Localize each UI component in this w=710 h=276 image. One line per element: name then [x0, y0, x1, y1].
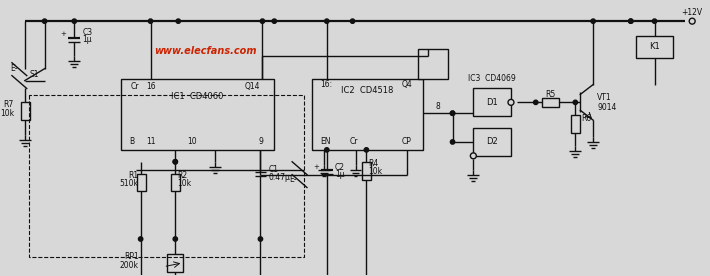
Text: +: + [313, 164, 319, 170]
Text: S1: S1 [30, 70, 40, 79]
Text: www.elecfans.com: www.elecfans.com [154, 46, 256, 56]
Text: 10k: 10k [178, 179, 192, 188]
Text: B: B [129, 137, 134, 147]
Circle shape [450, 111, 454, 115]
Circle shape [470, 153, 476, 159]
Text: +: + [60, 31, 66, 37]
Circle shape [72, 19, 77, 23]
Circle shape [43, 19, 47, 23]
Bar [418, 49, 447, 79]
Circle shape [628, 19, 633, 23]
Circle shape [350, 19, 355, 23]
Text: R5: R5 [545, 90, 556, 99]
Text: 16: 16 [146, 82, 155, 91]
Text: R2: R2 [178, 171, 187, 180]
Text: RP1: RP1 [124, 252, 138, 261]
Bar [474, 128, 511, 156]
Bar [542, 98, 559, 107]
Text: R4: R4 [368, 159, 378, 168]
Text: 10: 10 [187, 137, 197, 147]
Circle shape [173, 237, 178, 241]
Text: IC3  CD4069: IC3 CD4069 [469, 74, 516, 83]
Circle shape [628, 19, 633, 23]
Circle shape [261, 19, 265, 23]
Bar [168, 254, 183, 272]
Circle shape [591, 19, 596, 23]
Circle shape [176, 19, 180, 23]
Bar [171, 174, 180, 192]
Circle shape [652, 19, 657, 23]
Circle shape [272, 19, 276, 23]
Text: Q4: Q4 [402, 80, 413, 89]
Text: R6: R6 [581, 114, 591, 123]
Text: Q14: Q14 [245, 82, 261, 91]
Bar [121, 79, 274, 150]
Text: 510k: 510k [120, 179, 138, 188]
Circle shape [173, 160, 178, 164]
Text: 9: 9 [258, 137, 263, 147]
Circle shape [689, 18, 695, 24]
Circle shape [324, 19, 329, 23]
Text: 1μ: 1μ [334, 170, 344, 179]
Circle shape [258, 237, 263, 241]
Text: IC2  CD4518: IC2 CD4518 [342, 86, 393, 95]
Text: 11: 11 [146, 137, 155, 147]
Bar [362, 162, 371, 180]
Text: VT1: VT1 [597, 93, 612, 102]
Text: CP: CP [402, 137, 412, 147]
Circle shape [573, 100, 577, 105]
Circle shape [173, 160, 178, 164]
Text: D2: D2 [486, 137, 498, 147]
Text: 10k: 10k [0, 109, 14, 118]
Text: Cr: Cr [349, 137, 358, 147]
Circle shape [450, 140, 454, 144]
Circle shape [508, 99, 514, 105]
Circle shape [324, 148, 329, 152]
Circle shape [138, 237, 143, 241]
Bar [137, 174, 146, 192]
Bar [312, 79, 423, 150]
Text: 16:: 16: [320, 80, 332, 89]
Text: EN: EN [320, 137, 330, 147]
Text: +12V: +12V [682, 8, 703, 17]
Text: C1: C1 [268, 165, 278, 174]
Text: 0.47μ: 0.47μ [268, 173, 290, 182]
Circle shape [533, 100, 538, 105]
Text: IC1  CD4060: IC1 CD4060 [171, 92, 223, 101]
Text: E-: E- [290, 175, 297, 184]
Text: C3: C3 [82, 28, 92, 36]
Text: 200k: 200k [120, 261, 138, 270]
Bar [474, 89, 511, 116]
Text: R1: R1 [129, 171, 138, 180]
Bar [572, 115, 580, 133]
Bar [635, 36, 673, 58]
Circle shape [364, 148, 368, 152]
Bar [21, 102, 30, 120]
Text: 9014: 9014 [597, 103, 616, 112]
Text: E-: E- [10, 64, 18, 73]
Text: 8: 8 [435, 102, 440, 111]
Text: K1: K1 [649, 43, 660, 51]
Text: D1: D1 [486, 98, 498, 107]
Text: C2: C2 [334, 163, 345, 172]
Text: 1μ: 1μ [82, 36, 92, 44]
Circle shape [148, 19, 153, 23]
Text: R7: R7 [4, 100, 14, 109]
Text: Cr: Cr [131, 82, 139, 91]
Circle shape [450, 111, 454, 115]
Text: 10k: 10k [368, 167, 383, 176]
